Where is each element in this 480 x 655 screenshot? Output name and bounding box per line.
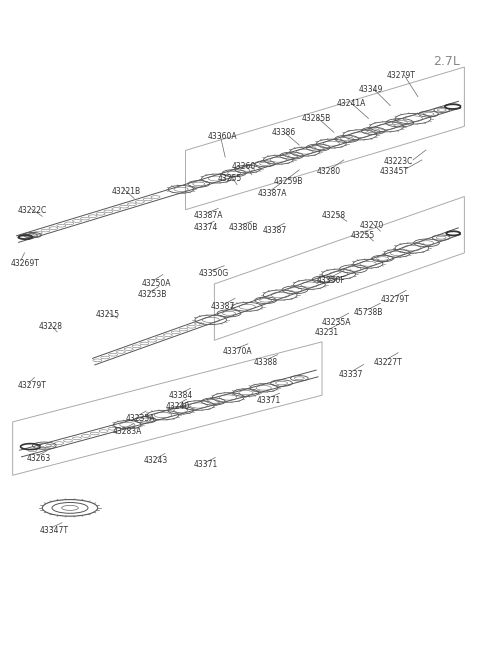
Text: 43222C: 43222C: [18, 206, 47, 215]
Text: 43235A: 43235A: [125, 414, 155, 423]
Text: 43347T: 43347T: [39, 526, 68, 534]
Text: 43263: 43263: [26, 453, 51, 462]
Text: 43280: 43280: [317, 167, 341, 176]
Text: 43235A: 43235A: [322, 318, 351, 327]
Text: 43384: 43384: [169, 391, 193, 400]
Text: 43345T: 43345T: [379, 167, 408, 176]
Text: 43374: 43374: [193, 223, 218, 233]
Text: 43350G: 43350G: [199, 269, 229, 278]
Text: 43241A: 43241A: [337, 99, 366, 107]
Text: 43371: 43371: [257, 396, 281, 405]
Text: 43255: 43255: [351, 231, 375, 240]
Text: 43388: 43388: [254, 358, 278, 367]
Text: 43386: 43386: [272, 128, 296, 138]
Text: 43387A: 43387A: [258, 189, 288, 198]
Text: 43279T: 43279T: [386, 71, 415, 80]
Text: 43250A: 43250A: [141, 278, 171, 288]
Text: 43231: 43231: [315, 328, 339, 337]
Text: 43221B: 43221B: [111, 187, 141, 196]
Text: 43259B: 43259B: [274, 177, 303, 186]
Text: 43387: 43387: [263, 226, 287, 235]
Text: 43270: 43270: [360, 221, 384, 231]
Text: 43337: 43337: [339, 369, 363, 379]
Text: 45738B: 45738B: [354, 309, 383, 317]
Text: 43260: 43260: [232, 162, 256, 171]
Text: 43253B: 43253B: [137, 290, 167, 299]
Text: 43215: 43215: [96, 310, 120, 319]
Text: 43380B: 43380B: [228, 223, 257, 233]
Text: 43279T: 43279T: [380, 295, 409, 305]
Text: 43387: 43387: [210, 303, 235, 311]
Text: 43227T: 43227T: [373, 358, 402, 367]
Text: 2.7L: 2.7L: [433, 55, 460, 68]
Text: 43228: 43228: [38, 322, 62, 331]
Text: 43240: 43240: [166, 402, 190, 411]
Text: 43279T: 43279T: [18, 381, 47, 390]
Text: 43285B: 43285B: [301, 115, 331, 124]
Text: 43371: 43371: [193, 460, 218, 470]
Text: 43387A: 43387A: [193, 212, 223, 220]
Text: 43370A: 43370A: [222, 346, 252, 356]
Text: 43255: 43255: [217, 174, 241, 183]
Text: 43360A: 43360A: [207, 132, 237, 141]
Text: 43223C: 43223C: [384, 157, 413, 166]
Text: 43258: 43258: [322, 212, 346, 220]
Text: 43349: 43349: [359, 85, 383, 94]
Text: 43283A: 43283A: [112, 427, 142, 436]
Text: 43269T: 43269T: [11, 259, 39, 268]
Text: 43350F: 43350F: [317, 276, 346, 285]
Text: 43243: 43243: [143, 457, 168, 466]
